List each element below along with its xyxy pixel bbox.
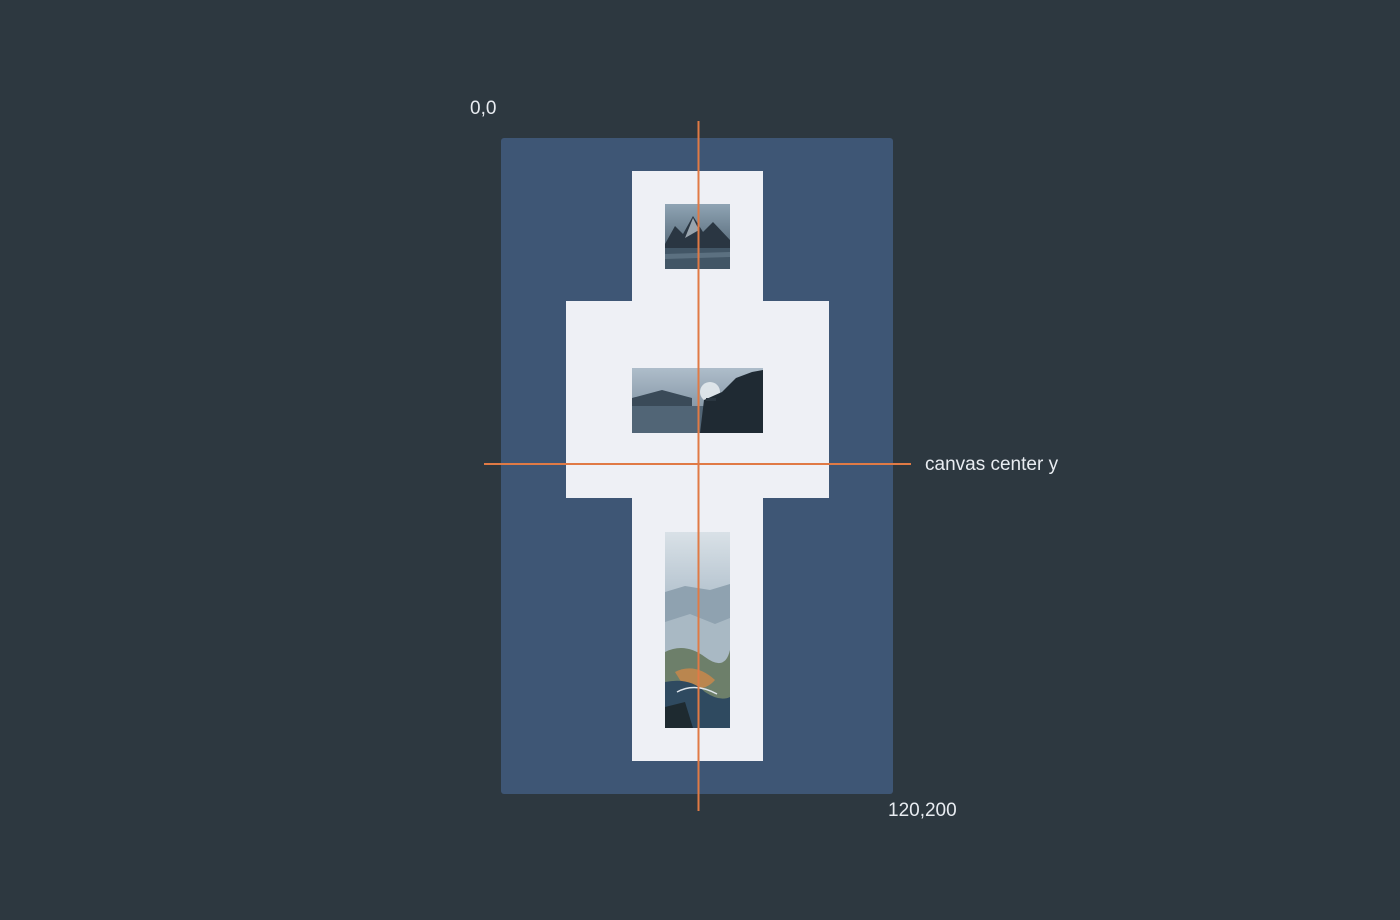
origin-coordinate-label: 0,0 [470, 98, 497, 119]
cliff-fjord-photo [632, 368, 763, 433]
canvas-center-y-label: canvas center y [925, 454, 1059, 475]
mountain-lake-photo [665, 204, 730, 269]
end-coordinate-label: 120,200 [888, 800, 957, 821]
aerial-coast-photo [665, 532, 730, 728]
